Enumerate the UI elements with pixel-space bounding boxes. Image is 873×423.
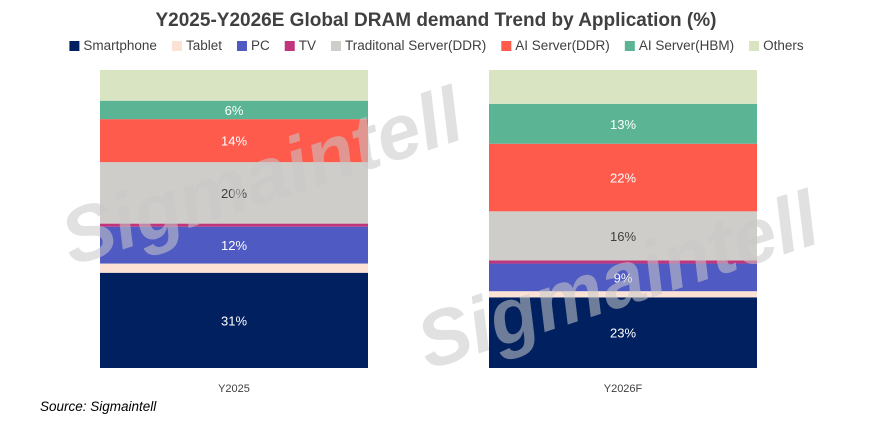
data-label-y2026f-ai-server-hbm: 13% bbox=[610, 117, 636, 132]
legend-swatch-ai-server-hbm bbox=[624, 41, 635, 51]
data-label-y2025-ai-server-ddr: 14% bbox=[221, 134, 247, 149]
legend-label-tablet: Tablet bbox=[186, 38, 222, 53]
legend-swatch-pc bbox=[236, 41, 247, 51]
legend-label-traditonal-server-ddr: Traditonal Server(DDR) bbox=[345, 38, 486, 53]
bar-segment-y2025-tablet bbox=[100, 263, 368, 273]
legend-swatch-tv bbox=[284, 41, 295, 51]
bar-segment-y2026f-pc bbox=[489, 263, 757, 292]
bars: 31% 12% 20% 14% 6% 23% 9% 16% 22% 13% bbox=[100, 70, 757, 368]
legend-item-traditonal-server-ddr: Traditonal Server(DDR) bbox=[331, 38, 486, 53]
legend-item-tablet: Tablet bbox=[171, 38, 222, 53]
legend-swatch-tablet bbox=[171, 41, 182, 51]
legend-label-others: Others bbox=[763, 38, 804, 53]
bar-segment-y2026f-ai-server-ddr bbox=[489, 143, 757, 212]
bar-segment-y2026f-ai-server-hbm bbox=[489, 103, 757, 144]
bar-segment-y2025-ai-server-hbm bbox=[100, 100, 368, 120]
legend-swatch-smartphone bbox=[69, 41, 80, 51]
bar-segment-y2025-tv bbox=[100, 223, 368, 227]
data-label-y2026f-ai-server-ddr: 22% bbox=[610, 171, 636, 186]
category-label-y2025: Y2025 bbox=[218, 383, 250, 395]
data-label-y2025-ai-server-hbm: 6% bbox=[225, 103, 244, 118]
bar-segment-y2025-pc bbox=[100, 226, 368, 264]
bar-segment-y2026f-tv bbox=[489, 260, 757, 264]
category-label-y2026f: Y2026F bbox=[604, 383, 643, 395]
bar-stack-y2026f: 23% 9% 16% 22% 13% bbox=[489, 70, 757, 368]
data-label-y2025-smartphone: 31% bbox=[221, 313, 247, 328]
data-label-y2026f-traditonal-server-ddr: 16% bbox=[610, 229, 636, 244]
source-note: Source: Sigmaintell bbox=[40, 399, 157, 414]
legend-label-ai-server-hbm: AI Server(HBM) bbox=[639, 38, 734, 53]
data-label-y2025-pc: 12% bbox=[221, 238, 247, 253]
legend-item-ai-server-hbm: AI Server(HBM) bbox=[624, 38, 734, 53]
legend-swatch-ai-server-ddr bbox=[501, 41, 512, 51]
bar-segment-y2026f-others bbox=[489, 70, 757, 104]
bar-segment-y2025-others bbox=[100, 70, 368, 101]
data-label-y2026f-pc: 9% bbox=[614, 270, 633, 285]
data-label-y2025-traditonal-server-ddr: 20% bbox=[221, 186, 247, 201]
legend-item-pc: PC bbox=[236, 38, 270, 53]
legend-label-ai-server-ddr: AI Server(DDR) bbox=[515, 38, 610, 53]
legend-swatch-traditonal-server-ddr bbox=[331, 41, 342, 51]
legend-swatch-others bbox=[749, 41, 760, 51]
bar-segment-y2025-traditonal-server-ddr bbox=[100, 162, 368, 224]
chart-title: Y2025-Y2026E Global DRAM demand Trend by… bbox=[156, 10, 717, 31]
bar-segment-y2025-ai-server-ddr bbox=[100, 119, 368, 163]
data-label-y2026f-smartphone: 23% bbox=[610, 326, 636, 341]
bar-segment-y2026f-tablet bbox=[489, 291, 757, 298]
legend: Smartphone Tablet PC TV Traditonal Server(DD… bbox=[69, 38, 804, 53]
legend-label-smartphone: Smartphone bbox=[83, 38, 157, 53]
bar-segment-y2025-smartphone bbox=[100, 272, 368, 368]
legend-label-pc: PC bbox=[251, 38, 270, 53]
category-axis: Y2025 Y2026F bbox=[218, 383, 642, 395]
legend-item-ai-server-ddr: AI Server(DDR) bbox=[501, 38, 610, 53]
legend-item-smartphone: Smartphone bbox=[69, 38, 157, 53]
legend-item-tv: TV bbox=[284, 38, 316, 53]
legend-item-others: Others bbox=[749, 38, 804, 53]
bar-segment-y2026f-smartphone bbox=[489, 297, 757, 368]
bar-segment-y2026f-traditonal-server-ddr bbox=[489, 211, 757, 261]
bar-stack-y2025: 31% 12% 20% 14% 6% bbox=[100, 70, 368, 368]
legend-label-tv: TV bbox=[299, 38, 316, 53]
